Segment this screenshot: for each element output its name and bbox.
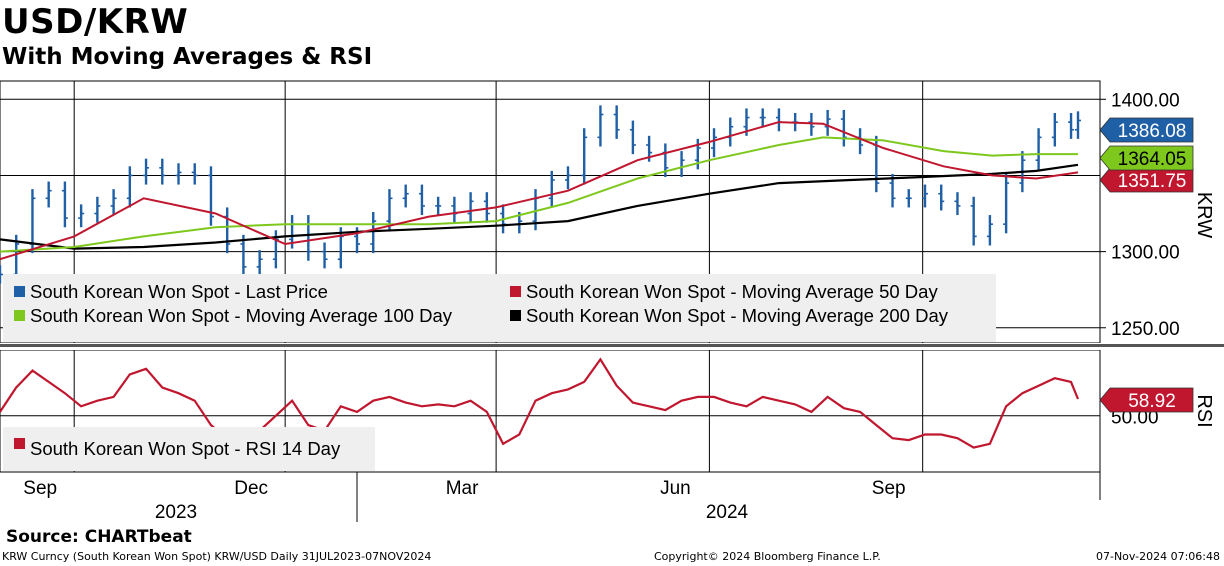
rsi-line	[0, 357, 1080, 449]
xaxis-ticks: Sep Dec Mar Jun Sep	[23, 478, 905, 499]
footer-copyright: Copyright© 2024 Bloomberg Finance L.P.	[654, 550, 881, 563]
rsi-yaxis-ticks: 50.00	[1111, 408, 1159, 429]
value-tag-label: 1351.75	[1118, 171, 1187, 192]
footer-timestamp: 07-Nov-2024 07:06:48	[1095, 550, 1220, 563]
value-tag-box	[1099, 117, 1194, 143]
source-note: Source: CHARTbeat	[6, 527, 192, 547]
rsi-yaxis-label: RSI	[1193, 394, 1215, 427]
ma50-line	[0, 121, 1079, 261]
legend-label: South Korean Won Spot - Last Price	[30, 281, 328, 302]
value-tag-label: 1364.05	[1118, 149, 1187, 170]
price-yaxis-ticks: 1250.00 1300.00 1400.00	[1100, 90, 1180, 340]
rsi-legend: South Korean Won Spot - RSI 14 Day	[14, 438, 341, 459]
legend-swatch	[510, 310, 521, 321]
rsi-legend-box	[3, 427, 375, 471]
price-bars	[0, 105, 1081, 284]
footer-ticker: KRW Curncy (South Korean Won Spot) KRW/U…	[2, 550, 432, 563]
price-ytick-label: 1250.00	[1111, 319, 1180, 340]
chart-subtitle: With Moving Averages & RSI	[2, 44, 373, 70]
xaxis-year-labels: 2023 2024	[155, 502, 749, 523]
value-tag-box	[1099, 167, 1194, 193]
value-tag-label: 1386.08	[1118, 121, 1187, 142]
legend-swatch	[14, 438, 25, 449]
xaxis-tick-label: Sep	[872, 478, 906, 499]
ma200-line	[0, 163, 1079, 250]
xaxis-tick-label: Dec	[234, 478, 268, 499]
legend-label: South Korean Won Spot - Moving Average 2…	[526, 305, 949, 326]
legend-label: South Korean Won Spot - Moving Average 5…	[526, 281, 938, 302]
xaxis-tick-label: Mar	[446, 478, 479, 499]
year-label: 2024	[706, 502, 749, 523]
value-tag-box	[1099, 387, 1194, 413]
legend-swatch	[14, 310, 25, 321]
price-ytick-label: 1400.00	[1111, 90, 1180, 111]
legend-label: South Korean Won Spot - Moving Average 1…	[30, 305, 453, 326]
legend-label: South Korean Won Spot - RSI 14 Day	[30, 438, 341, 459]
xaxis-tick-label: Sep	[23, 478, 57, 499]
price-legend-box	[3, 274, 996, 342]
ma100-line	[0, 136, 1078, 253]
rsi-ytick-label: 50.00	[1111, 408, 1159, 429]
price-legend: South Korean Won Spot - Last Price South …	[14, 281, 949, 326]
year-label: 2023	[155, 502, 197, 523]
price-ytick-label: 1300.00	[1111, 243, 1180, 264]
legend-swatch	[510, 286, 521, 297]
chart-title: USD/KRW	[2, 2, 189, 42]
value-tag-label: 58.92	[1128, 391, 1176, 412]
legend-swatch	[14, 286, 25, 297]
value-tag-box	[1099, 145, 1194, 171]
xaxis-tick-label: Jun	[660, 478, 691, 499]
price-yaxis-label: KRW	[1193, 192, 1215, 238]
